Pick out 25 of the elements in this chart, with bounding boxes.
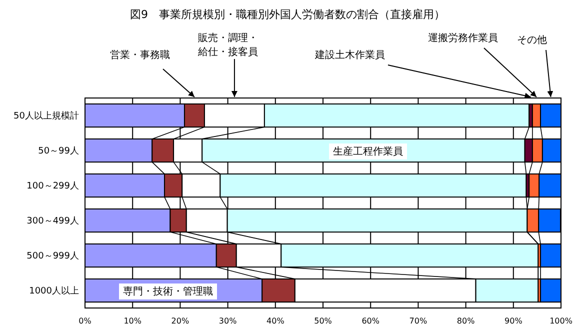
y-tick-label: 100～299人 [26,180,79,192]
text: 運搬労務作業員 [428,32,498,44]
x-tick-label: 90% [504,316,523,326]
y-tick-label: 1000人以上 [29,285,79,296]
x-tick-label: 0% [78,316,92,326]
series-label: 生産工程作業員 [333,146,403,158]
text: 建設土木作業員 [314,49,385,61]
x-tick-label: 100% [550,316,573,326]
text: 営業・事務職 [110,49,170,61]
series-label: 専門・技術・管理職 [123,286,213,298]
x-tick-label: 40% [266,316,285,326]
y-tick-label: 50人以上規模計 [14,110,79,122]
x-tick-label: 80% [456,316,476,326]
x-tick-label: 60% [362,316,380,326]
y-tick-label: 50～99人 [38,145,79,156]
y-tick-label: 500～999人 [26,250,79,262]
x-tick-label: 50% [314,316,332,326]
y-tick-label: 300～499人 [26,215,79,226]
x-tick-label: 70% [409,316,428,326]
text: 販売・調理・給仕・接客員 [197,32,258,58]
text: その他 [517,34,547,46]
x-tick-label: 10% [124,316,142,326]
chart-title: 図9 事業所規模別・職種別外国人労働者数の割合（直接雇用） [130,8,445,21]
x-tick-label: 20% [171,316,190,326]
x-tick-label: 30% [218,316,238,326]
